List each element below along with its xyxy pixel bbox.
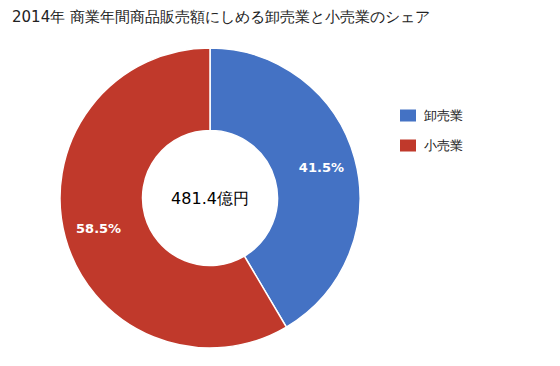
legend-label: 卸売業 bbox=[424, 108, 463, 123]
legend-label: 小売業 bbox=[424, 138, 463, 153]
legend-swatch bbox=[400, 110, 416, 122]
slice bbox=[60, 48, 286, 348]
chart: 2014年 商業年間商品販売額にしめる卸売業と小売業のシェア 41.5% 58.5%… bbox=[0, 0, 560, 366]
plot: 41.5% 58.5% 481.4億円 bbox=[60, 48, 360, 348]
data-label: 41.5% bbox=[299, 160, 344, 175]
data-label: 58.5% bbox=[76, 221, 121, 236]
legend-swatch bbox=[400, 140, 416, 152]
legend: 卸売業小売業 bbox=[400, 108, 463, 153]
slices bbox=[60, 48, 360, 348]
title: 2014年 商業年間商品販売額にしめる卸売業と小売業のシェア bbox=[12, 8, 430, 26]
data-labels: 41.5% 58.5% bbox=[76, 160, 344, 236]
legend-item: 卸売業 bbox=[400, 108, 463, 123]
legend-item: 小売業 bbox=[400, 138, 463, 153]
center-annotation: 481.4億円 bbox=[171, 189, 249, 208]
